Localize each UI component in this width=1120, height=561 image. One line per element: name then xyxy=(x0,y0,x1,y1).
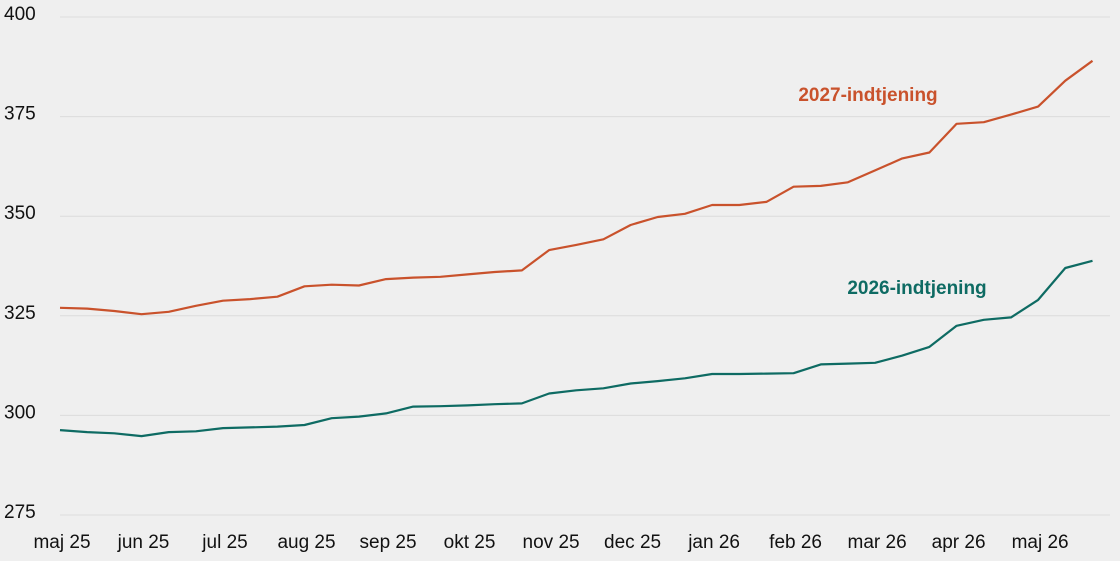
x-tick-label: jan 26 xyxy=(687,532,740,553)
y-tick-label: 400 xyxy=(4,4,36,25)
x-tick-label: dec 25 xyxy=(604,532,661,553)
x-tick-label: sep 25 xyxy=(360,532,417,553)
y-tick-label: 350 xyxy=(4,203,36,224)
series-line xyxy=(59,259,1093,438)
y-tick-label: 300 xyxy=(4,402,36,423)
series-label: 2027-indtjening xyxy=(798,85,937,106)
x-tick-label: aug 25 xyxy=(277,532,335,553)
x-tick-label: maj 25 xyxy=(33,532,90,553)
x-tick-label: jul 25 xyxy=(201,532,247,553)
y-tick-label: 275 xyxy=(4,502,36,523)
x-tick-label: okt 25 xyxy=(444,532,496,553)
x-tick-label: maj 26 xyxy=(1012,532,1069,553)
x-tick-label: apr 26 xyxy=(932,532,986,553)
x-tick-label: jun 25 xyxy=(117,532,170,553)
series-line xyxy=(59,59,1094,316)
y-tick-label: 325 xyxy=(4,303,36,324)
x-tick-label: nov 25 xyxy=(523,532,580,553)
series-label: 2026-indtjening xyxy=(847,278,986,299)
y-tick-label: 375 xyxy=(4,104,36,125)
x-tick-label: feb 26 xyxy=(769,532,822,553)
x-tick-label: mar 26 xyxy=(848,532,907,553)
